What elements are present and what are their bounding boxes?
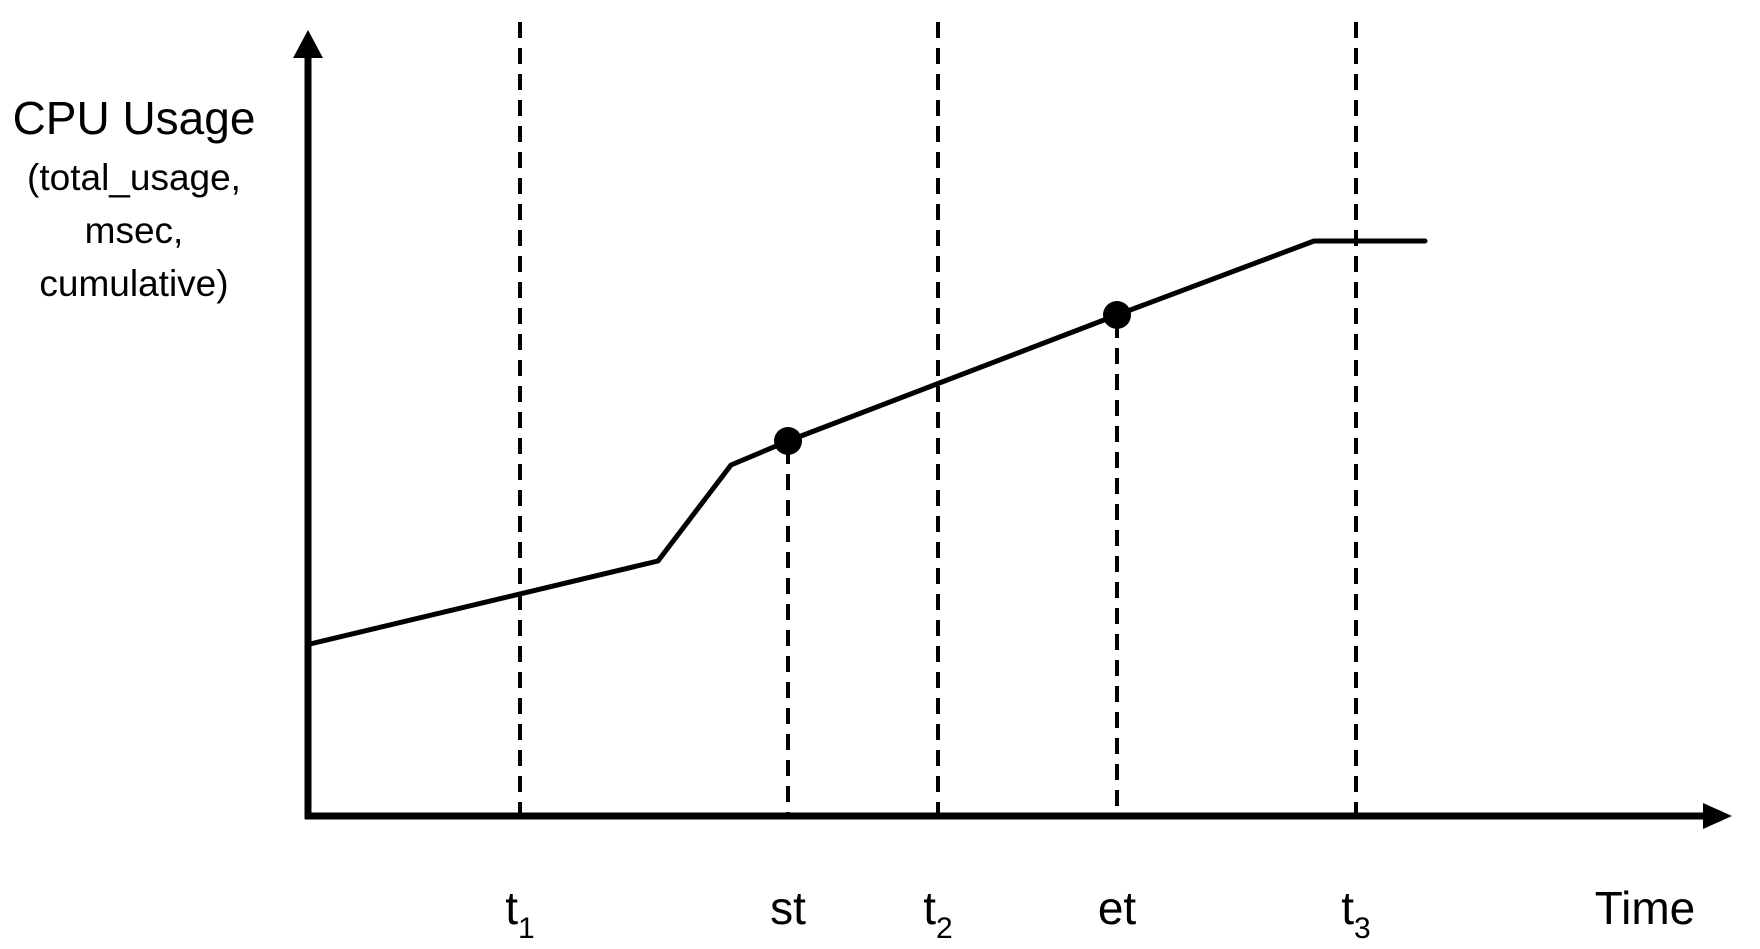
y-axis-label-line2: (total_usage, xyxy=(27,157,241,198)
marker-label-t3-sub: 3 xyxy=(1354,912,1371,945)
marker-label-et: et xyxy=(1098,882,1137,934)
marker-label-t2-base: t xyxy=(923,882,936,934)
y-axis-label-line4: cumulative) xyxy=(39,263,228,304)
point-et xyxy=(1103,301,1131,329)
marker-label-st: st xyxy=(770,882,806,934)
y-axis-label-line3: msec, xyxy=(85,210,184,251)
marker-label-t2: t2 xyxy=(923,882,952,945)
y-axis-arrowhead xyxy=(293,30,323,58)
point-st xyxy=(774,427,802,455)
marker-label-t1-base: t xyxy=(505,882,518,934)
x-axis-arrowhead xyxy=(1703,803,1732,829)
marker-label-t3-base: t xyxy=(1341,882,1354,934)
marker-label-t2-sub: 2 xyxy=(936,912,953,945)
y-axis-label-line1: CPU Usage xyxy=(13,92,256,144)
x-axis-label: Time xyxy=(1595,882,1696,934)
marker-label-t1: t1 xyxy=(505,882,534,945)
marker-label-t1-sub: 1 xyxy=(518,912,535,945)
cpu-usage-curve xyxy=(307,238,1428,647)
marker-label-t3: t3 xyxy=(1341,882,1370,945)
